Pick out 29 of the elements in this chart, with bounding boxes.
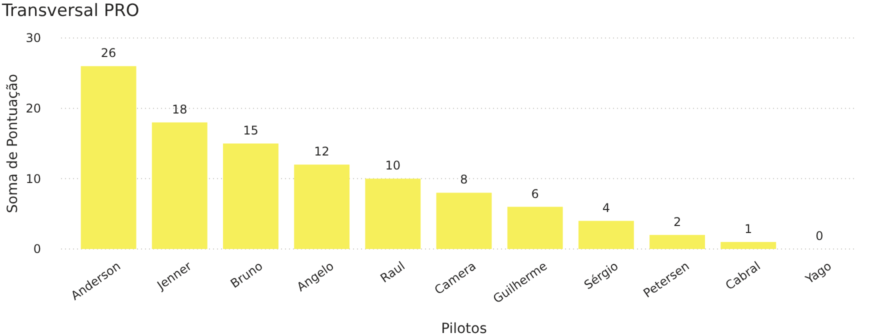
data-label: 0	[816, 229, 824, 243]
data-label: 8	[460, 172, 468, 187]
data-label: 6	[531, 186, 539, 201]
bar	[152, 122, 208, 249]
y-tick-label: 10	[26, 172, 41, 186]
x-axis-title: Pilotos	[441, 321, 487, 336]
bar	[720, 242, 776, 249]
chart-title: Transversal PRO	[1, 1, 140, 21]
y-tick-label: 0	[33, 242, 41, 256]
x-tick-label: Yago	[802, 258, 834, 287]
bar	[650, 234, 705, 249]
bar	[436, 192, 492, 249]
data-label: 15	[243, 124, 258, 138]
data-label: 18	[172, 102, 188, 116]
bar	[578, 220, 634, 249]
y-tick-label: 30	[26, 31, 41, 46]
bar	[223, 144, 278, 249]
data-label: 10	[385, 158, 401, 173]
data-label: 4	[602, 200, 610, 215]
bar	[80, 66, 136, 249]
y-tick-label: 20	[26, 102, 41, 116]
bar	[365, 178, 421, 249]
bar	[294, 164, 350, 249]
bar	[507, 206, 563, 249]
data-label: 1	[744, 222, 752, 236]
data-label: 12	[314, 144, 330, 159]
data-label: 26	[100, 46, 116, 60]
y-axis-title: Soma de Pontuação	[5, 74, 21, 214]
data-label: 2	[673, 214, 682, 229]
